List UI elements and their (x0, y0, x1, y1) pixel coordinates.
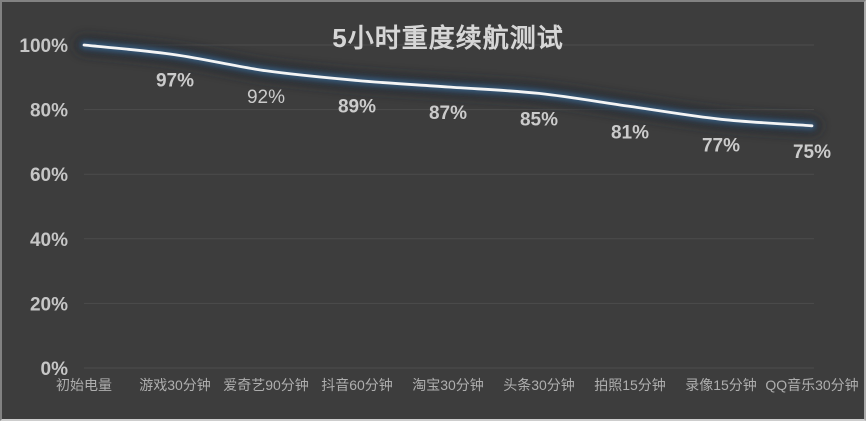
gridlines-group (84, 44, 814, 369)
x-axis-label: 拍照15分钟 (594, 377, 666, 393)
battery-line-group (76, 37, 820, 134)
data-point-label: 92% (247, 87, 285, 108)
x-axis-label: 录像15分钟 (685, 377, 757, 393)
data-labels-group: 97% 92% 89% 87% 85% 81% 77% 75% (156, 71, 831, 163)
data-point-label: 75% (793, 142, 831, 163)
y-tick-label: 20% (30, 294, 68, 315)
data-point-label: 81% (611, 122, 649, 143)
battery-level-line (82, 43, 814, 128)
y-axis-labels-group: 100% 80% 60% 40% 20% 0% (19, 36, 68, 380)
x-axis-label: 头条30分钟 (503, 377, 575, 393)
y-tick-label: 60% (30, 165, 68, 186)
chart-title: 5小时重度续航测试 (332, 23, 563, 53)
data-point-label: 77% (702, 135, 740, 156)
y-tick-label: 0% (41, 359, 69, 380)
x-axis-label: 抖音60分钟 (321, 377, 393, 393)
data-point-label: 97% (156, 71, 194, 92)
data-point-label: 85% (520, 109, 558, 130)
y-tick-label: 80% (30, 101, 68, 122)
x-axis-label: 游戏30分钟 (139, 377, 211, 393)
x-axis-label: 初始电量 (56, 377, 112, 393)
data-point-label: 87% (429, 103, 467, 124)
x-axis-labels-group: 初始电量 游戏30分钟 爱奇艺90分钟 抖音60分钟 淘宝30分钟 头条30分钟 拍照15分… (56, 377, 859, 393)
x-axis-label: QQ音乐30分钟 (765, 377, 858, 393)
data-point-label: 89% (338, 97, 376, 118)
y-tick-label: 40% (30, 230, 68, 251)
x-axis-label: 淘宝30分钟 (412, 377, 484, 393)
x-axis-label: 爱奇艺90分钟 (223, 377, 309, 393)
y-tick-label: 100% (19, 36, 68, 57)
